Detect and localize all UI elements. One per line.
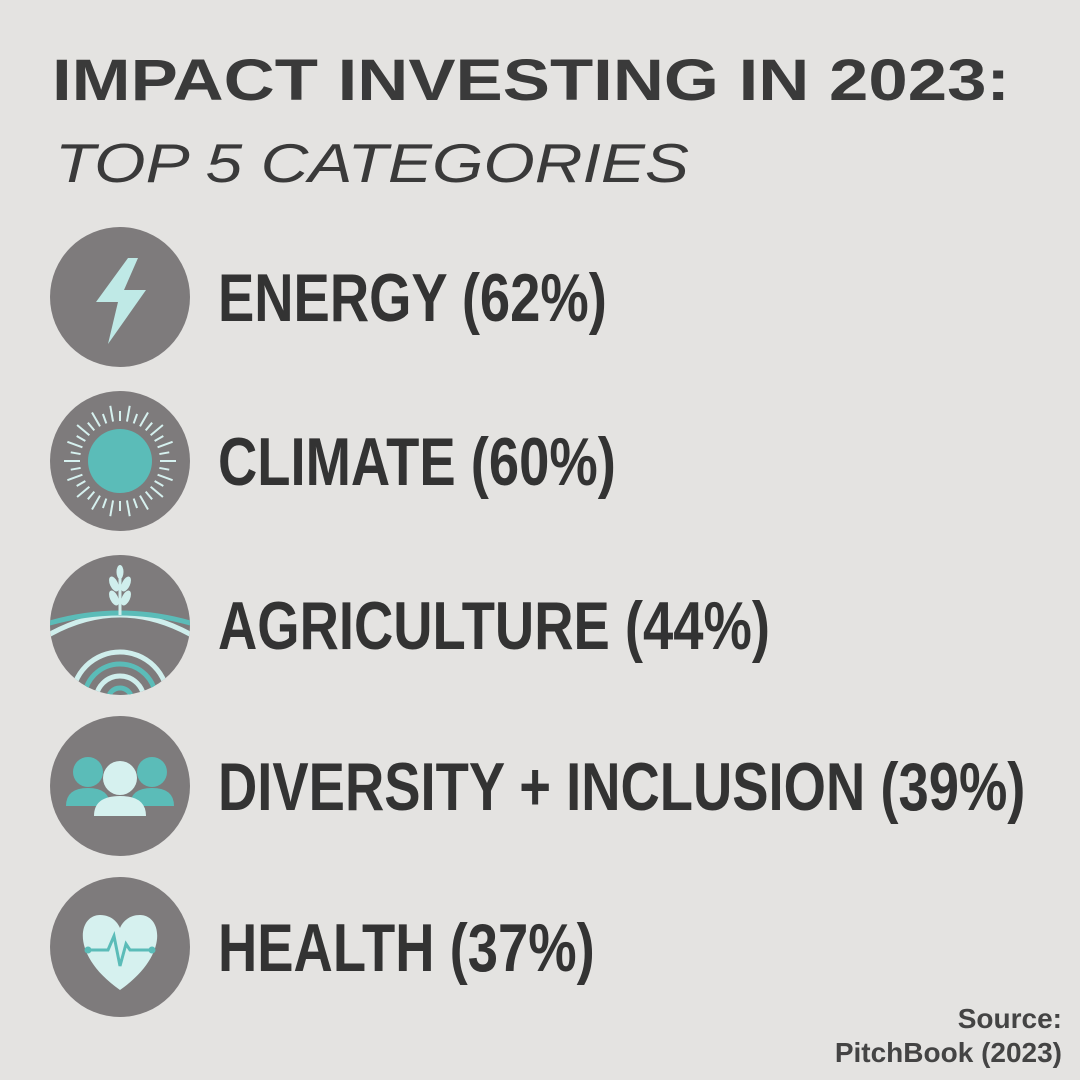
sun-ray <box>67 473 83 482</box>
sun-ray <box>125 405 131 422</box>
sun-ray <box>139 495 149 510</box>
climate-icon <box>50 391 190 531</box>
sun-ray <box>101 413 108 424</box>
sun-ray <box>91 412 101 427</box>
sun-ray <box>87 490 96 500</box>
sun-ray <box>76 435 86 442</box>
sun-ray <box>101 498 108 509</box>
sun-ray <box>125 500 131 517</box>
sun-ray <box>70 466 81 471</box>
sun-ray <box>154 480 164 487</box>
sun-ray <box>159 451 170 456</box>
category-label: DIVERSITY + INCLUSION (39%) <box>218 749 1025 825</box>
source-name: PitchBook (2023) <box>835 1037 1062 1068</box>
category-label: ENERGY (62%) <box>218 260 607 336</box>
sun-ray <box>76 424 91 437</box>
subtitle: TOP 5 CATEGORIES <box>55 132 689 194</box>
sun-ray <box>67 440 83 449</box>
title: IMPACT INVESTING IN 2023: <box>52 48 1010 113</box>
sun-ray <box>154 435 164 442</box>
sun-ray <box>144 422 153 432</box>
category-label: CLIMATE (60%) <box>218 424 616 500</box>
sun-ray <box>149 424 164 437</box>
sun-ray <box>159 466 170 471</box>
sun-ray <box>76 480 86 487</box>
sun-ray <box>70 451 81 456</box>
sun-ray <box>157 473 173 482</box>
sun-ray <box>132 498 139 509</box>
energy-icon <box>50 227 190 367</box>
item-list: ENERGY (62%) CLIMATE (60%) AGRICULTURE (44… <box>218 260 1025 986</box>
category-label: HEALTH (37%) <box>218 910 595 986</box>
source-label: Source: <box>958 1003 1062 1034</box>
sun-ray <box>91 495 101 510</box>
sun-ray <box>132 413 139 424</box>
sun-ray <box>109 405 115 422</box>
sun-ray <box>87 422 96 432</box>
sun-ray <box>76 485 91 498</box>
sun-ray <box>109 500 115 517</box>
agriculture-icon <box>50 555 190 695</box>
health-icon <box>50 877 190 1017</box>
sun-ray <box>139 412 149 427</box>
diversity-icon <box>50 716 190 856</box>
sun-ray <box>149 485 164 498</box>
sun-ray <box>144 490 153 500</box>
category-label: AGRICULTURE (44%) <box>218 588 770 664</box>
sun-ray <box>157 440 173 449</box>
